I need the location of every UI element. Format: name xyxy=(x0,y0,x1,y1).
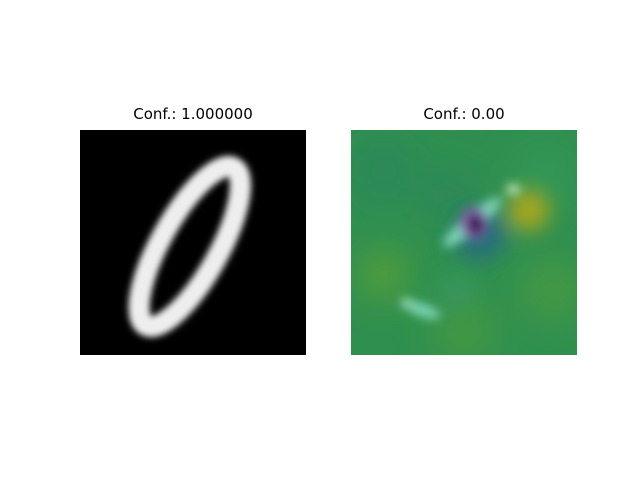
heatmap-image xyxy=(351,130,577,355)
panel-title-original: Conf.: 1.000000 xyxy=(133,105,253,123)
digit-zero-picture xyxy=(80,130,306,355)
panel-title-heatmap: Conf.: 0.00 xyxy=(423,105,505,123)
digit-image xyxy=(80,130,306,355)
heatmap-picture xyxy=(351,130,577,355)
